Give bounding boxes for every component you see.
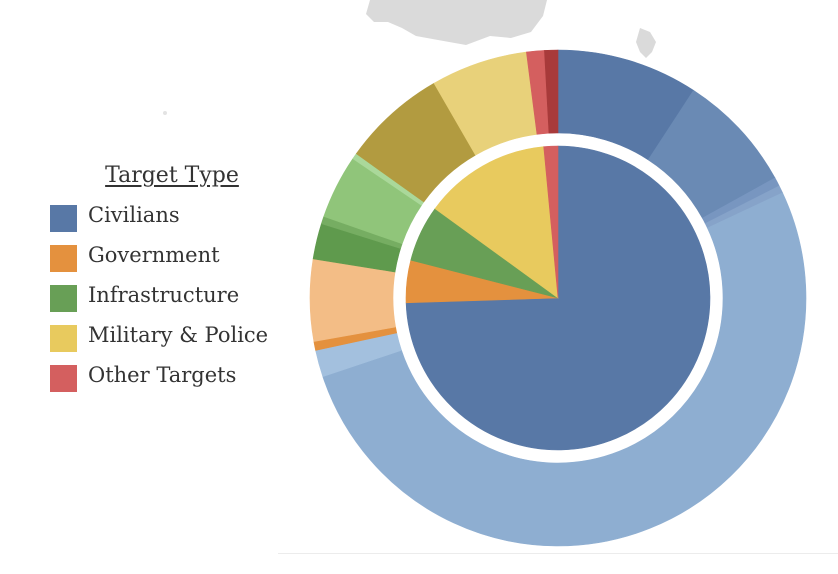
legend-swatch bbox=[50, 325, 77, 352]
legend-label: Military & Police bbox=[88, 323, 269, 347]
legend-swatch bbox=[50, 285, 77, 312]
legend-label: Civilians bbox=[88, 203, 180, 227]
inner-slice[interactable] bbox=[434, 146, 559, 299]
legend: Target Type Civilians Government Infrastru… bbox=[50, 163, 280, 399]
legend-label: Infrastructure bbox=[88, 283, 240, 307]
legend-swatch bbox=[50, 365, 77, 392]
legend-swatch bbox=[50, 205, 77, 232]
outer-slice[interactable] bbox=[322, 192, 807, 547]
outer-slice[interactable] bbox=[544, 49, 559, 134]
legend-label: Government bbox=[88, 243, 220, 267]
legend-item[interactable]: Government bbox=[50, 239, 280, 279]
legend-items: Civilians Government Infrastructure Militar… bbox=[50, 199, 280, 399]
outer-ring bbox=[309, 49, 807, 547]
legend-label: Other Targets bbox=[88, 363, 237, 387]
island-dot bbox=[163, 111, 167, 115]
legend-item[interactable]: Civilians bbox=[50, 199, 280, 239]
map-edge-divider bbox=[278, 553, 838, 554]
landmass-shape bbox=[366, 0, 547, 45]
inner-ring bbox=[405, 145, 711, 451]
island-shape bbox=[636, 28, 656, 58]
inner-slice[interactable] bbox=[543, 145, 559, 299]
legend-swatch bbox=[50, 245, 77, 272]
outer-slice[interactable] bbox=[309, 258, 396, 342]
legend-item[interactable]: Military & Police bbox=[50, 319, 280, 359]
inner-slice[interactable] bbox=[405, 145, 711, 451]
legend-title: Target Type bbox=[105, 163, 239, 188]
legend-item[interactable]: Infrastructure bbox=[50, 279, 280, 319]
legend-item[interactable]: Other Targets bbox=[50, 359, 280, 399]
